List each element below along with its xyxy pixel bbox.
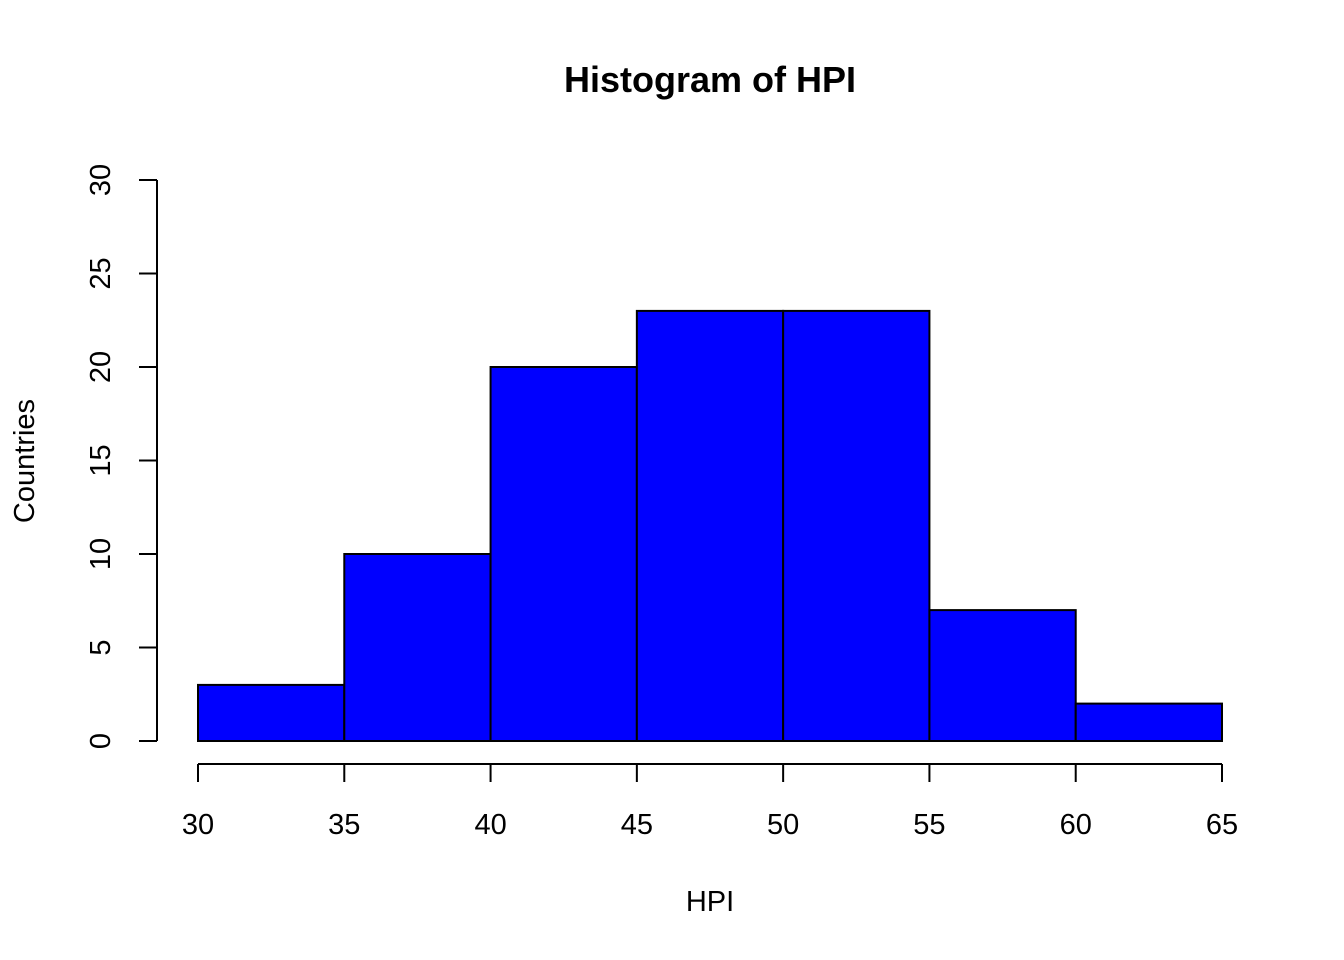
y-tick-label: 0 xyxy=(85,733,117,749)
y-axis-label: Countries xyxy=(9,399,41,523)
x-tick-label: 65 xyxy=(1206,809,1238,841)
histogram-bar-35-40 xyxy=(343,553,492,742)
histogram-bar-55-60 xyxy=(928,609,1077,742)
y-tick-label: 25 xyxy=(85,257,117,289)
chart-title: Histogram of HPI xyxy=(564,59,856,100)
y-tick-label: 10 xyxy=(85,538,117,570)
y-tick-label: 20 xyxy=(85,351,117,383)
x-axis: 30 35 40 45 50 55 60 65 xyxy=(182,763,1238,841)
y-tick-label: 30 xyxy=(85,164,117,196)
y-tick-label: 5 xyxy=(85,639,117,655)
x-tick-label: 30 xyxy=(182,809,214,841)
histogram-bar-40-45 xyxy=(489,366,638,742)
x-tick-label: 55 xyxy=(913,809,945,841)
x-axis-label: HPI xyxy=(686,886,734,918)
x-tick-label: 45 xyxy=(621,809,653,841)
histogram-bar-30-35 xyxy=(197,683,346,743)
x-tick-label: 40 xyxy=(474,809,506,841)
y-axis: 0 5 10 15 20 25 30 xyxy=(85,164,158,749)
histogram-bar-60-65 xyxy=(1074,702,1223,742)
x-tick-label: 35 xyxy=(328,809,360,841)
x-tick-label: 60 xyxy=(1060,809,1092,841)
y-tick-label: 15 xyxy=(85,444,117,476)
histogram-bar-45-50 xyxy=(635,309,785,742)
histogram-bar-50-55 xyxy=(782,309,931,742)
x-tick-label: 50 xyxy=(767,809,799,841)
bars-group xyxy=(197,309,1223,743)
